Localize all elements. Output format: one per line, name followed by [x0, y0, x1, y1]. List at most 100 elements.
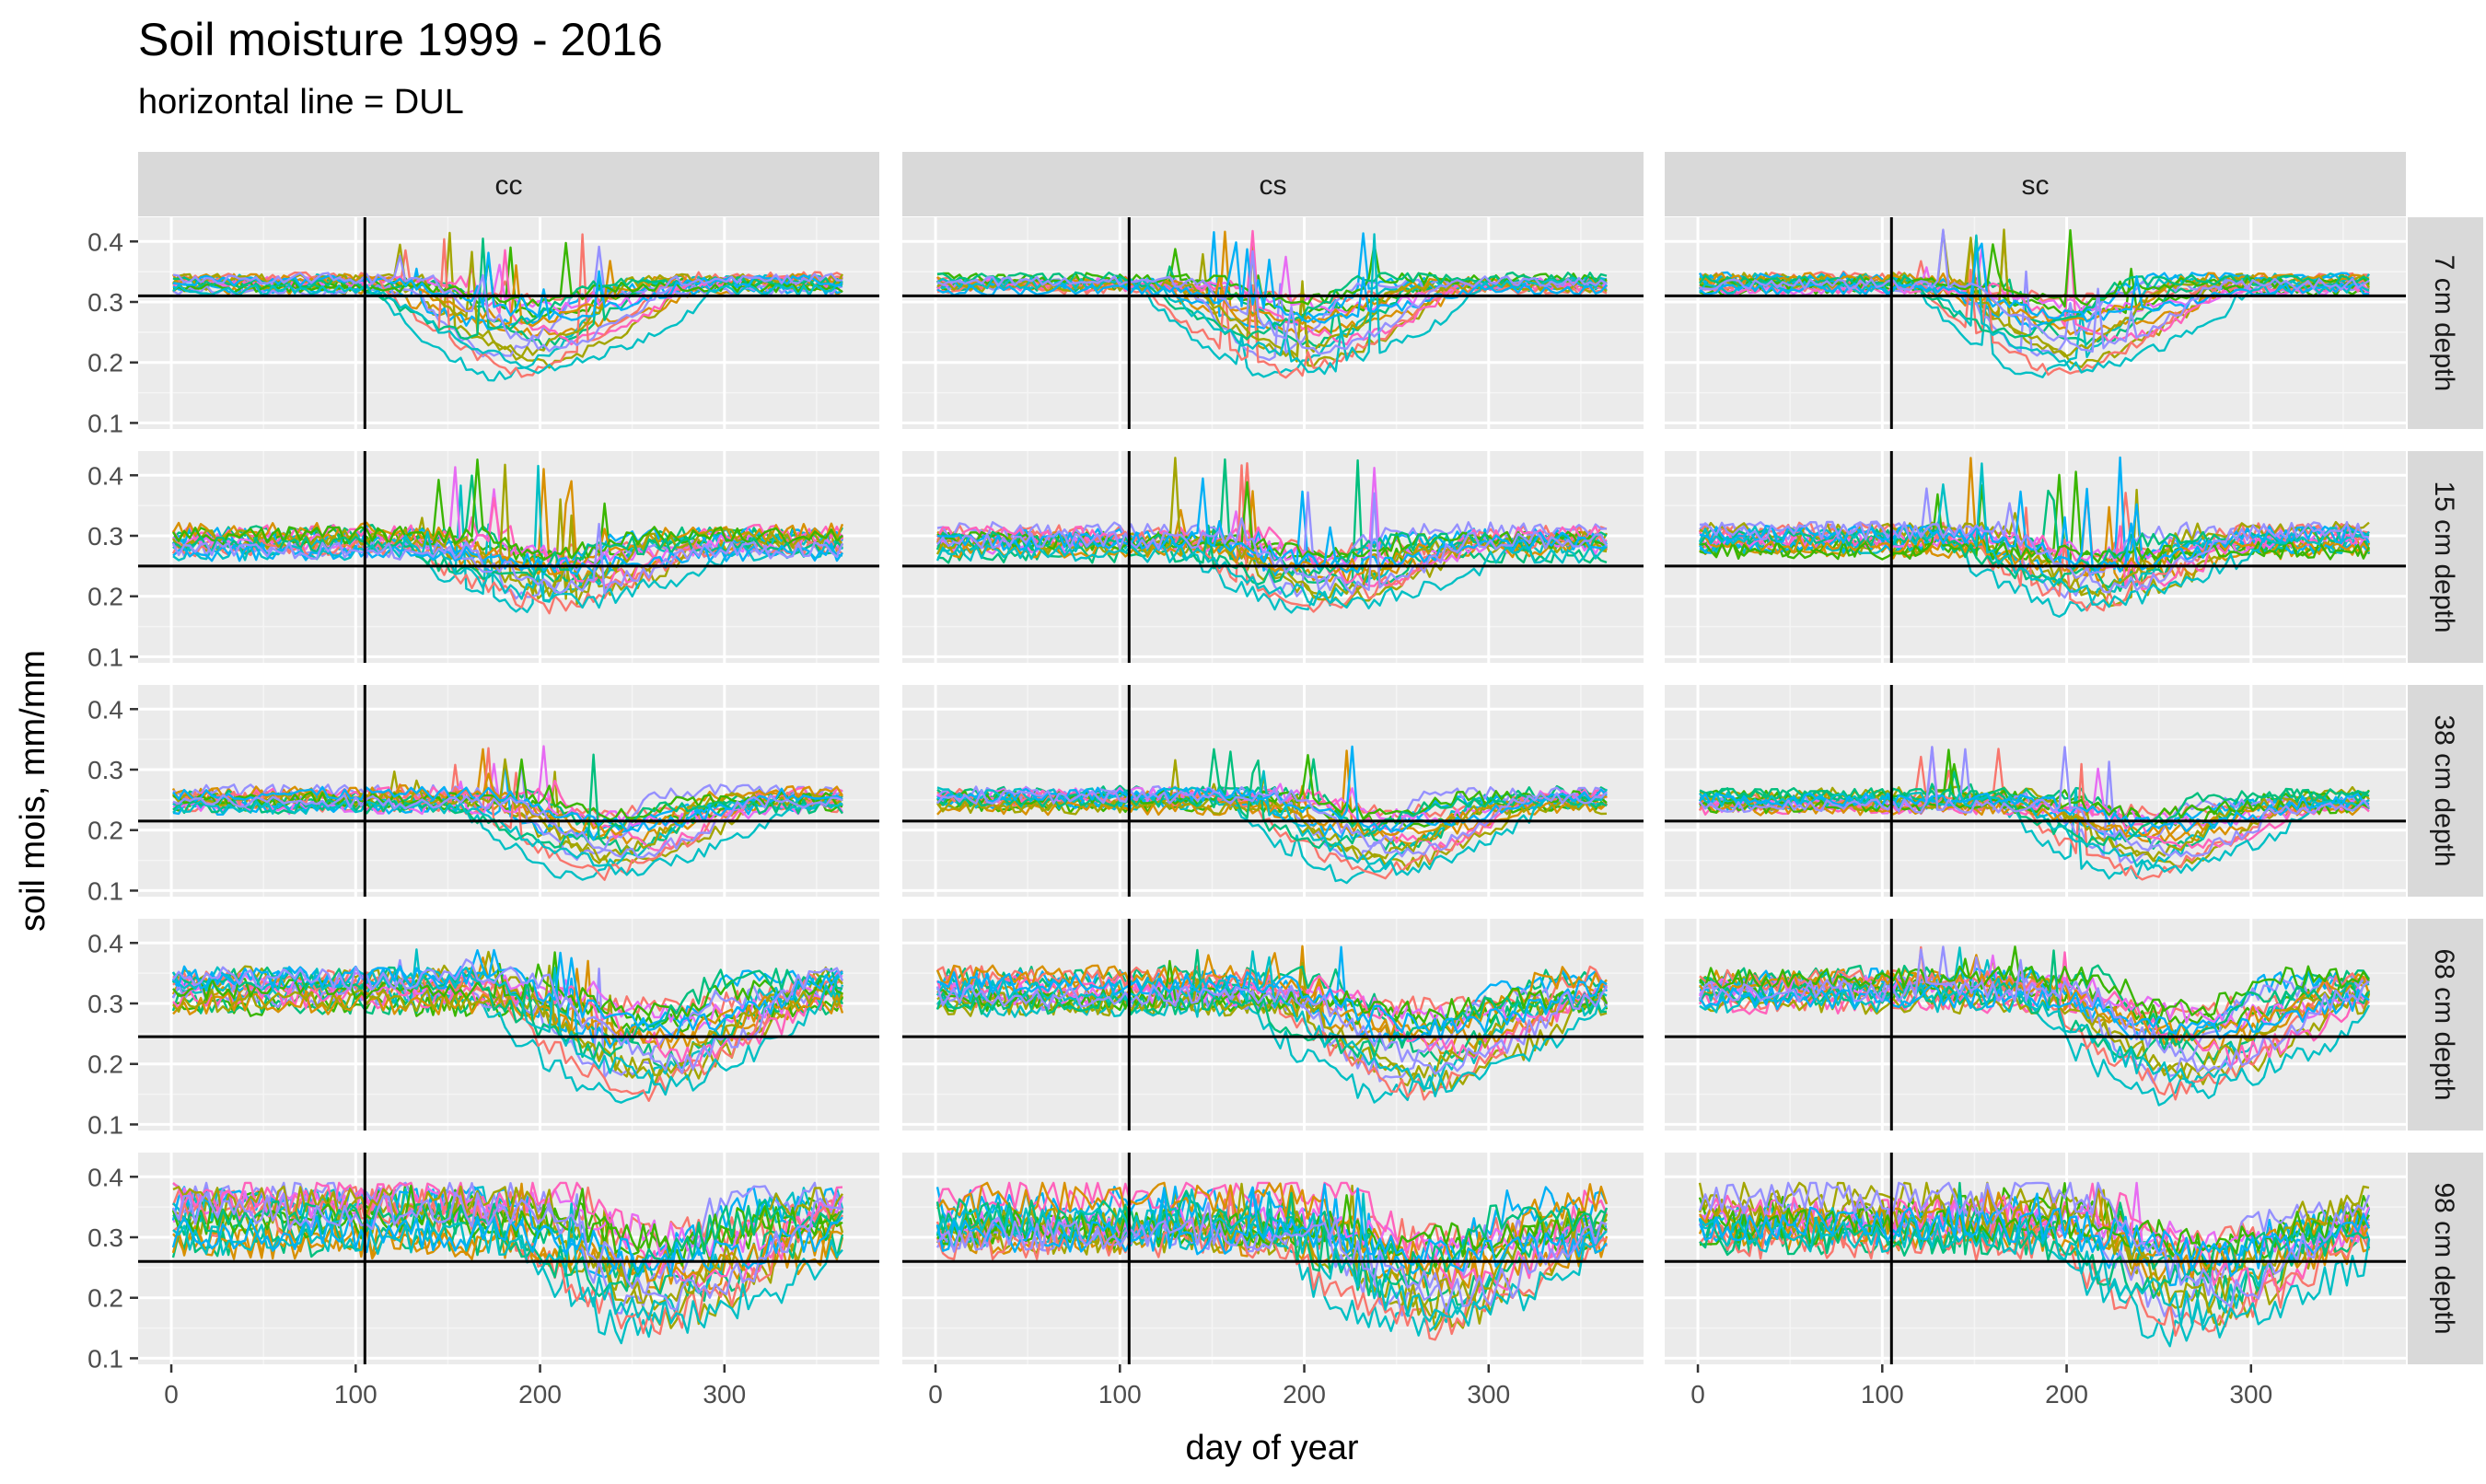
series-line	[1699, 273, 2370, 339]
series-line	[1698, 271, 2370, 330]
series-line	[1698, 983, 2370, 1040]
x-tick-label: 100	[1861, 1380, 1904, 1409]
series-line	[172, 1188, 844, 1336]
panel-background	[138, 919, 879, 1130]
x-tick-label: 0	[164, 1380, 179, 1409]
chart-title: Soil moisture 1999 - 2016	[138, 14, 663, 65]
series-line	[936, 789, 1608, 858]
x-tick-label: 200	[518, 1380, 562, 1409]
series-line	[1699, 746, 2370, 858]
series-line	[936, 959, 1609, 1025]
series-line	[1698, 1181, 2370, 1327]
y-tick-label: 0.2	[87, 349, 123, 377]
series-line	[935, 544, 1608, 609]
series-line	[935, 983, 1609, 1075]
series-line	[171, 522, 844, 595]
series-line	[1698, 948, 2370, 1073]
series-line	[1698, 951, 2370, 1067]
column-strip-label: cc	[495, 170, 523, 201]
series-line	[1699, 242, 2370, 323]
facet-panel: 0.1 0.2 0.3 0.4	[87, 919, 879, 1139]
row-strip	[2408, 217, 2483, 429]
facet-panel: 0 100 200 300	[902, 1153, 1644, 1409]
x-tick-label: 300	[2229, 1380, 2272, 1409]
series-line	[1698, 1181, 2371, 1308]
panel-background	[1665, 685, 2406, 897]
chart-subtitle: horizontal line = DUL	[138, 83, 464, 122]
series-line	[1698, 1192, 2371, 1278]
facet-panel	[902, 919, 1644, 1130]
series-line	[171, 458, 843, 562]
series-line	[171, 260, 843, 328]
series-line	[171, 1214, 843, 1277]
y-tick-label: 0.4	[87, 1163, 123, 1191]
column-strip-label: sc	[2022, 170, 2050, 201]
series-line	[1699, 1181, 2371, 1255]
facet-panel	[902, 451, 1644, 663]
series-line	[1699, 949, 2371, 1060]
series-line	[172, 971, 843, 1030]
x-tick-label: 200	[2045, 1380, 2088, 1409]
series-line	[936, 971, 1608, 1040]
series-line	[936, 274, 1608, 325]
facet-panel	[1665, 685, 2406, 897]
series-line	[172, 958, 844, 1074]
y-tick-label: 0.1	[87, 1344, 123, 1373]
series-line	[171, 1191, 843, 1311]
facet-panel: 0.1 0.2 0.3 0.4	[87, 451, 879, 671]
series-line	[171, 1210, 844, 1303]
row-strip	[2408, 685, 2483, 897]
series-line	[1699, 978, 2371, 1099]
series-line	[172, 785, 843, 832]
series-line	[172, 1198, 844, 1329]
facet-panel: 0.1 0.2 0.3 0.4	[87, 217, 879, 437]
column-strip	[902, 152, 1644, 216]
series-line	[1699, 1191, 2371, 1339]
column-strip-label: cs	[1260, 170, 1287, 201]
y-tick-label: 0.1	[87, 409, 123, 437]
y-tick-label: 0.4	[87, 227, 123, 256]
y-tick-label: 0.3	[87, 288, 123, 317]
facet-panel: 0.1 0.2 0.3 0.4	[87, 685, 879, 905]
series-line	[172, 794, 843, 859]
series-line	[935, 1185, 1609, 1282]
row-strip-label: 7 cm depth	[2429, 255, 2459, 391]
x-tick-label: 100	[1098, 1380, 1142, 1409]
x-tick-label: 300	[703, 1380, 746, 1409]
series-line	[935, 1181, 1609, 1281]
series-line	[1699, 272, 2370, 323]
row-strip	[2408, 1153, 2483, 1364]
series-line	[172, 245, 843, 358]
series-line	[936, 750, 1608, 850]
y-tick-label: 0.3	[87, 756, 123, 784]
series-line	[172, 745, 844, 828]
row-strip-label: 98 cm depth	[2429, 1182, 2459, 1334]
row-strip-label: 15 cm depth	[2429, 481, 2459, 632]
series-line	[171, 966, 843, 1096]
column-strip	[138, 152, 879, 216]
facet-panel	[1665, 217, 2406, 429]
series-line	[935, 525, 1608, 587]
facet-panel: 0.1 0.2 0.3 0.4 0 100 200 300	[87, 1153, 879, 1409]
y-tick-label: 0.4	[87, 929, 123, 957]
series-line	[172, 254, 843, 353]
series-line	[172, 761, 843, 861]
series-line	[1698, 462, 2370, 609]
y-tick-label: 0.2	[87, 583, 123, 611]
y-tick-label: 0.2	[87, 1284, 123, 1313]
series-line	[936, 241, 1608, 324]
x-tick-label: 100	[334, 1380, 378, 1409]
facet-panel	[902, 217, 1644, 429]
row-strip-label: 38 cm depth	[2429, 714, 2459, 866]
series-line	[172, 800, 843, 876]
y-tick-label: 0.4	[87, 461, 123, 490]
series-line	[172, 238, 843, 341]
x-tick-label: 0	[928, 1380, 943, 1409]
series-line	[935, 948, 1608, 1059]
column-strip	[1665, 152, 2406, 216]
series-line	[172, 284, 843, 375]
row-strip	[2408, 451, 2483, 663]
series-line	[1699, 502, 2370, 594]
series-line	[172, 1202, 843, 1334]
